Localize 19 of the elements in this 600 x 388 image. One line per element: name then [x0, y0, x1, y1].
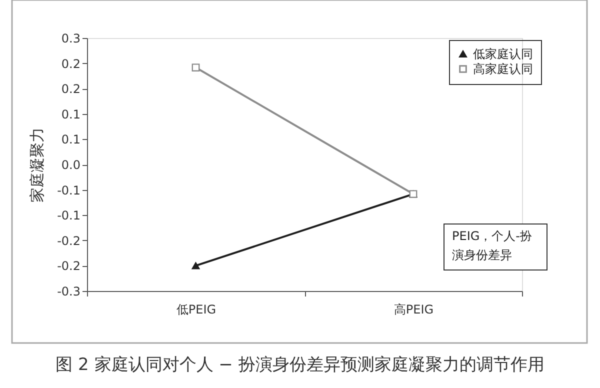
- x-tick-label: 低PEIG: [176, 302, 216, 316]
- y-tick-label: -0.3: [57, 284, 80, 298]
- y-tick-label: 0.2: [61, 56, 80, 71]
- annotation: PEIG，个人-扮演身份差异: [452, 229, 532, 262]
- y-tick-label: 0.1: [61, 132, 80, 147]
- x-tick-label: 高PEIG: [394, 302, 434, 316]
- legend-label: 高家庭认同: [473, 62, 533, 76]
- y-tick-label: 0.0: [61, 158, 80, 172]
- y-tick-label: -0.1: [57, 183, 80, 198]
- y-tick-label: 0.3: [61, 32, 80, 46]
- y-tick-label: -0.2: [57, 259, 80, 274]
- y-tick-label: 0.2: [61, 82, 80, 96]
- caption: 图 2 家庭认同对个人 − 扮演身份差异预测家庭凝聚力的调节作用: [56, 355, 544, 375]
- y-axis-title: 家庭凝聚力: [28, 128, 46, 202]
- y-tick-label: 0.1: [61, 107, 80, 122]
- y-tick-label: -0.1: [57, 208, 80, 223]
- y-tick-label: -0.2: [57, 234, 80, 248]
- legend-label: 低家庭认同: [473, 47, 533, 61]
- point: [192, 64, 200, 72]
